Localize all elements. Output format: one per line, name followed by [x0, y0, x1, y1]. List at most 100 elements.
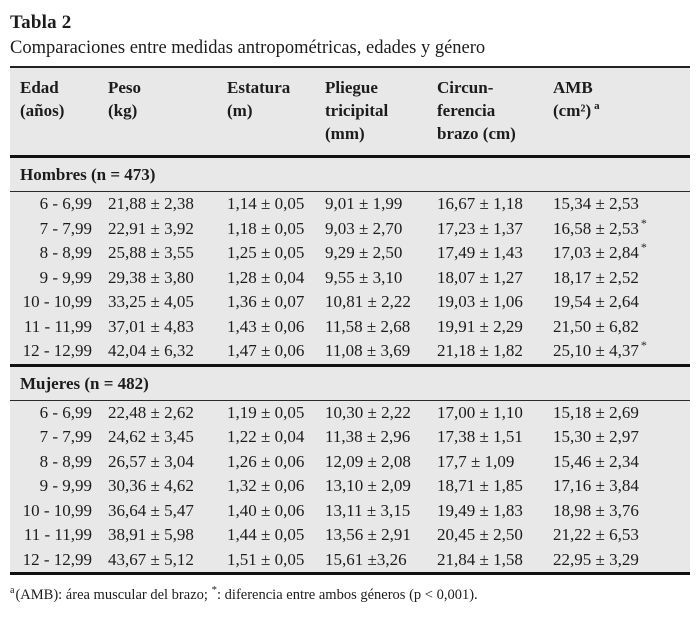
cell-edad: 6 - 6,99 [39, 402, 92, 422]
cell-estatura: 1,51 ± 0,05 [227, 549, 305, 569]
col-header-edad: Edad (años) [10, 67, 108, 158]
cell-peso: 29,38 ± 3,80 [108, 267, 194, 287]
table-row: 11 - 11,99 38,91 ± 5,98 1,44 ± 0,05 13,5… [10, 523, 690, 548]
amb-value: 25,10 ± 4,37 [553, 341, 639, 360]
cell-estatura: 1,25 ± 0,05 [227, 243, 305, 262]
table-figure: Tabla 2 Comparaciones entre medidas antr… [10, 12, 690, 605]
table-row: 10 - 10,99 33,25 ± 4,05 1,36 ± 0,07 10,8… [10, 290, 690, 315]
table-header: Edad (años) Peso (kg) Estatura (m) Plieg… [10, 67, 690, 158]
cell-estatura: 1,43 ± 0,06 [227, 316, 305, 336]
cell-pliegue: 15,61 ±3,26 [325, 549, 407, 569]
cell-circunferencia: 17,7 ± 1,09 [437, 451, 515, 471]
cell-peso: 26,57 ± 3,04 [108, 451, 194, 471]
cell-peso: 43,67 ± 5,12 [108, 549, 194, 569]
cell-pliegue: 9,29 ± 2,50 [325, 243, 403, 262]
anthropometric-table: Edad (años) Peso (kg) Estatura (m) Plieg… [10, 66, 690, 575]
table-row: 6 - 6,99 21,88 ± 2,38 1,14 ± 0,05 9,01 ±… [10, 192, 690, 217]
cell-peso: 24,62 ± 3,45 [108, 427, 194, 446]
amb-value: 21,50 ± 6,82 [553, 316, 639, 336]
cell-estatura: 1,18 ± 0,05 [227, 218, 305, 238]
footnote-marker-asterisk: * [211, 584, 218, 597]
section-header-mujeres: Mujeres (n = 482) [10, 363, 690, 401]
amb-value: 15,34 ± 2,53 [553, 194, 639, 213]
cell-edad: 10 - 10,99 [22, 292, 92, 311]
cell-pliegue: 12,09 ± 2,08 [325, 451, 411, 471]
cell-amb: 15,18 ± 2,69 [553, 400, 690, 425]
cell-edad: 6 - 6,99 [39, 194, 92, 213]
cell-circunferencia: 17,49 ± 1,43 [437, 243, 523, 262]
cell-amb: 16,58 ± 2,53 * [553, 217, 690, 242]
table-row: 7 - 7,99 22,91 ± 3,92 1,18 ± 0,05 9,03 ±… [10, 217, 690, 242]
cell-pliegue: 9,55 ± 3,10 [325, 267, 403, 287]
cell-circunferencia: 21,84 ± 1,58 [437, 549, 523, 569]
amb-value: 15,18 ± 2,69 [553, 402, 639, 422]
significance-asterisk: * [640, 338, 647, 353]
cell-circunferencia: 20,45 ± 2,50 [437, 525, 523, 544]
cell-pliegue: 9,03 ± 2,70 [325, 218, 403, 238]
cell-pliegue: 11,08 ± 3,69 [325, 341, 411, 360]
col-header-estatura: Estatura (m) [227, 67, 325, 158]
cell-amb: 19,54 ± 2,64 [553, 290, 690, 315]
col-header-peso: Peso (kg) [108, 67, 227, 158]
table-number-title: Tabla 2 [10, 12, 72, 33]
cell-pliegue: 11,38 ± 2,96 [325, 427, 411, 446]
cell-circunferencia: 16,67 ± 1,18 [437, 194, 523, 213]
cell-estatura: 1,32 ± 0,06 [227, 476, 305, 495]
cell-amb: 21,50 ± 6,82 [553, 315, 690, 340]
table-row: 10 - 10,99 36,64 ± 5,47 1,40 ± 0,06 13,1… [10, 499, 690, 524]
cell-peso: 38,91 ± 5,98 [108, 525, 194, 544]
cell-circunferencia: 18,07 ± 1,27 [437, 267, 523, 287]
cell-edad: 7 - 7,99 [39, 218, 92, 238]
cell-edad: 9 - 9,99 [39, 267, 92, 287]
col-header-pliegue-tricipital: Pliegue tricipital (mm) [325, 67, 437, 158]
cell-amb: 15,30 ± 2,97 [553, 425, 690, 450]
cell-amb: 18,17 ± 2,52 [553, 266, 690, 291]
footnote-text-significance: : diferencia entre ambos géneros (p < 0,… [217, 587, 478, 603]
cell-pliegue: 9,01 ± 1,99 [325, 194, 403, 213]
cell-peso: 37,01 ± 4,83 [108, 316, 194, 336]
header-row: Edad (años) Peso (kg) Estatura (m) Plieg… [10, 67, 690, 158]
table-row: 12 - 12,99 42,04 ± 6,32 1,47 ± 0,06 11,0… [10, 339, 690, 365]
cell-pliegue: 13,56 ± 2,91 [325, 525, 411, 544]
cell-circunferencia: 18,71 ± 1,85 [437, 476, 523, 495]
cell-pliegue: 10,81 ± 2,22 [325, 292, 411, 311]
cell-estatura: 1,44 ± 0,05 [227, 525, 305, 544]
cell-edad: 12 - 12,99 [22, 549, 92, 569]
cell-estatura: 1,19 ± 0,05 [227, 402, 305, 422]
cell-peso: 22,48 ± 2,62 [108, 402, 194, 422]
cell-peso: 42,04 ± 6,32 [108, 341, 194, 360]
cell-circunferencia: 17,23 ± 1,37 [437, 218, 523, 238]
cell-circunferencia: 21,18 ± 1,82 [437, 341, 523, 360]
cell-estatura: 1,40 ± 0,06 [227, 500, 305, 520]
cell-peso: 30,36 ± 4,62 [108, 476, 194, 495]
footnote-marker-a: a [594, 100, 600, 113]
cell-amb: 22,95 ± 3,29 [553, 548, 690, 574]
cell-edad: 11 - 11,99 [23, 316, 92, 336]
cell-estatura: 1,14 ± 0,05 [227, 194, 305, 213]
cell-amb: 15,46 ± 2,34 [553, 450, 690, 475]
section-label: Mujeres (n = 482) [10, 363, 690, 401]
cell-circunferencia: 19,49 ± 1,83 [437, 500, 523, 520]
section-mujeres: Mujeres (n = 482) 6 - 6,99 22,48 ± 2,62 … [10, 363, 690, 574]
cell-estatura: 1,22 ± 0,04 [227, 427, 305, 446]
section-label: Hombres (n = 473) [10, 155, 690, 192]
cell-edad: 11 - 11,99 [23, 525, 92, 544]
amb-value: 22,95 ± 3,29 [553, 549, 639, 569]
cell-edad: 10 - 10,99 [22, 500, 92, 520]
col-header-circunferencia-brazo: Circun- ferencia brazo (cm) [437, 67, 553, 158]
amb-value: 15,30 ± 2,97 [553, 427, 639, 446]
table-row: 8 - 8,99 25,88 ± 3,55 1,25 ± 0,05 9,29 ±… [10, 241, 690, 266]
significance-asterisk: * [640, 240, 647, 255]
amb-value: 17,16 ± 3,84 [553, 476, 639, 495]
cell-peso: 21,88 ± 2,38 [108, 194, 194, 213]
significance-asterisk: * [640, 215, 647, 230]
table-footnote: a(AMB): área muscular del brazo; *: dife… [10, 584, 690, 605]
cell-peso: 22,91 ± 3,92 [108, 218, 194, 238]
amb-value: 21,22 ± 6,53 [553, 525, 639, 544]
cell-pliegue: 13,10 ± 2,09 [325, 476, 411, 495]
amb-value: 18,17 ± 2,52 [553, 267, 639, 287]
cell-circunferencia: 17,38 ± 1,51 [437, 427, 523, 446]
cell-pliegue: 10,30 ± 2,22 [325, 402, 411, 422]
cell-circunferencia: 19,91 ± 2,29 [437, 316, 523, 336]
cell-peso: 36,64 ± 5,47 [108, 500, 194, 520]
